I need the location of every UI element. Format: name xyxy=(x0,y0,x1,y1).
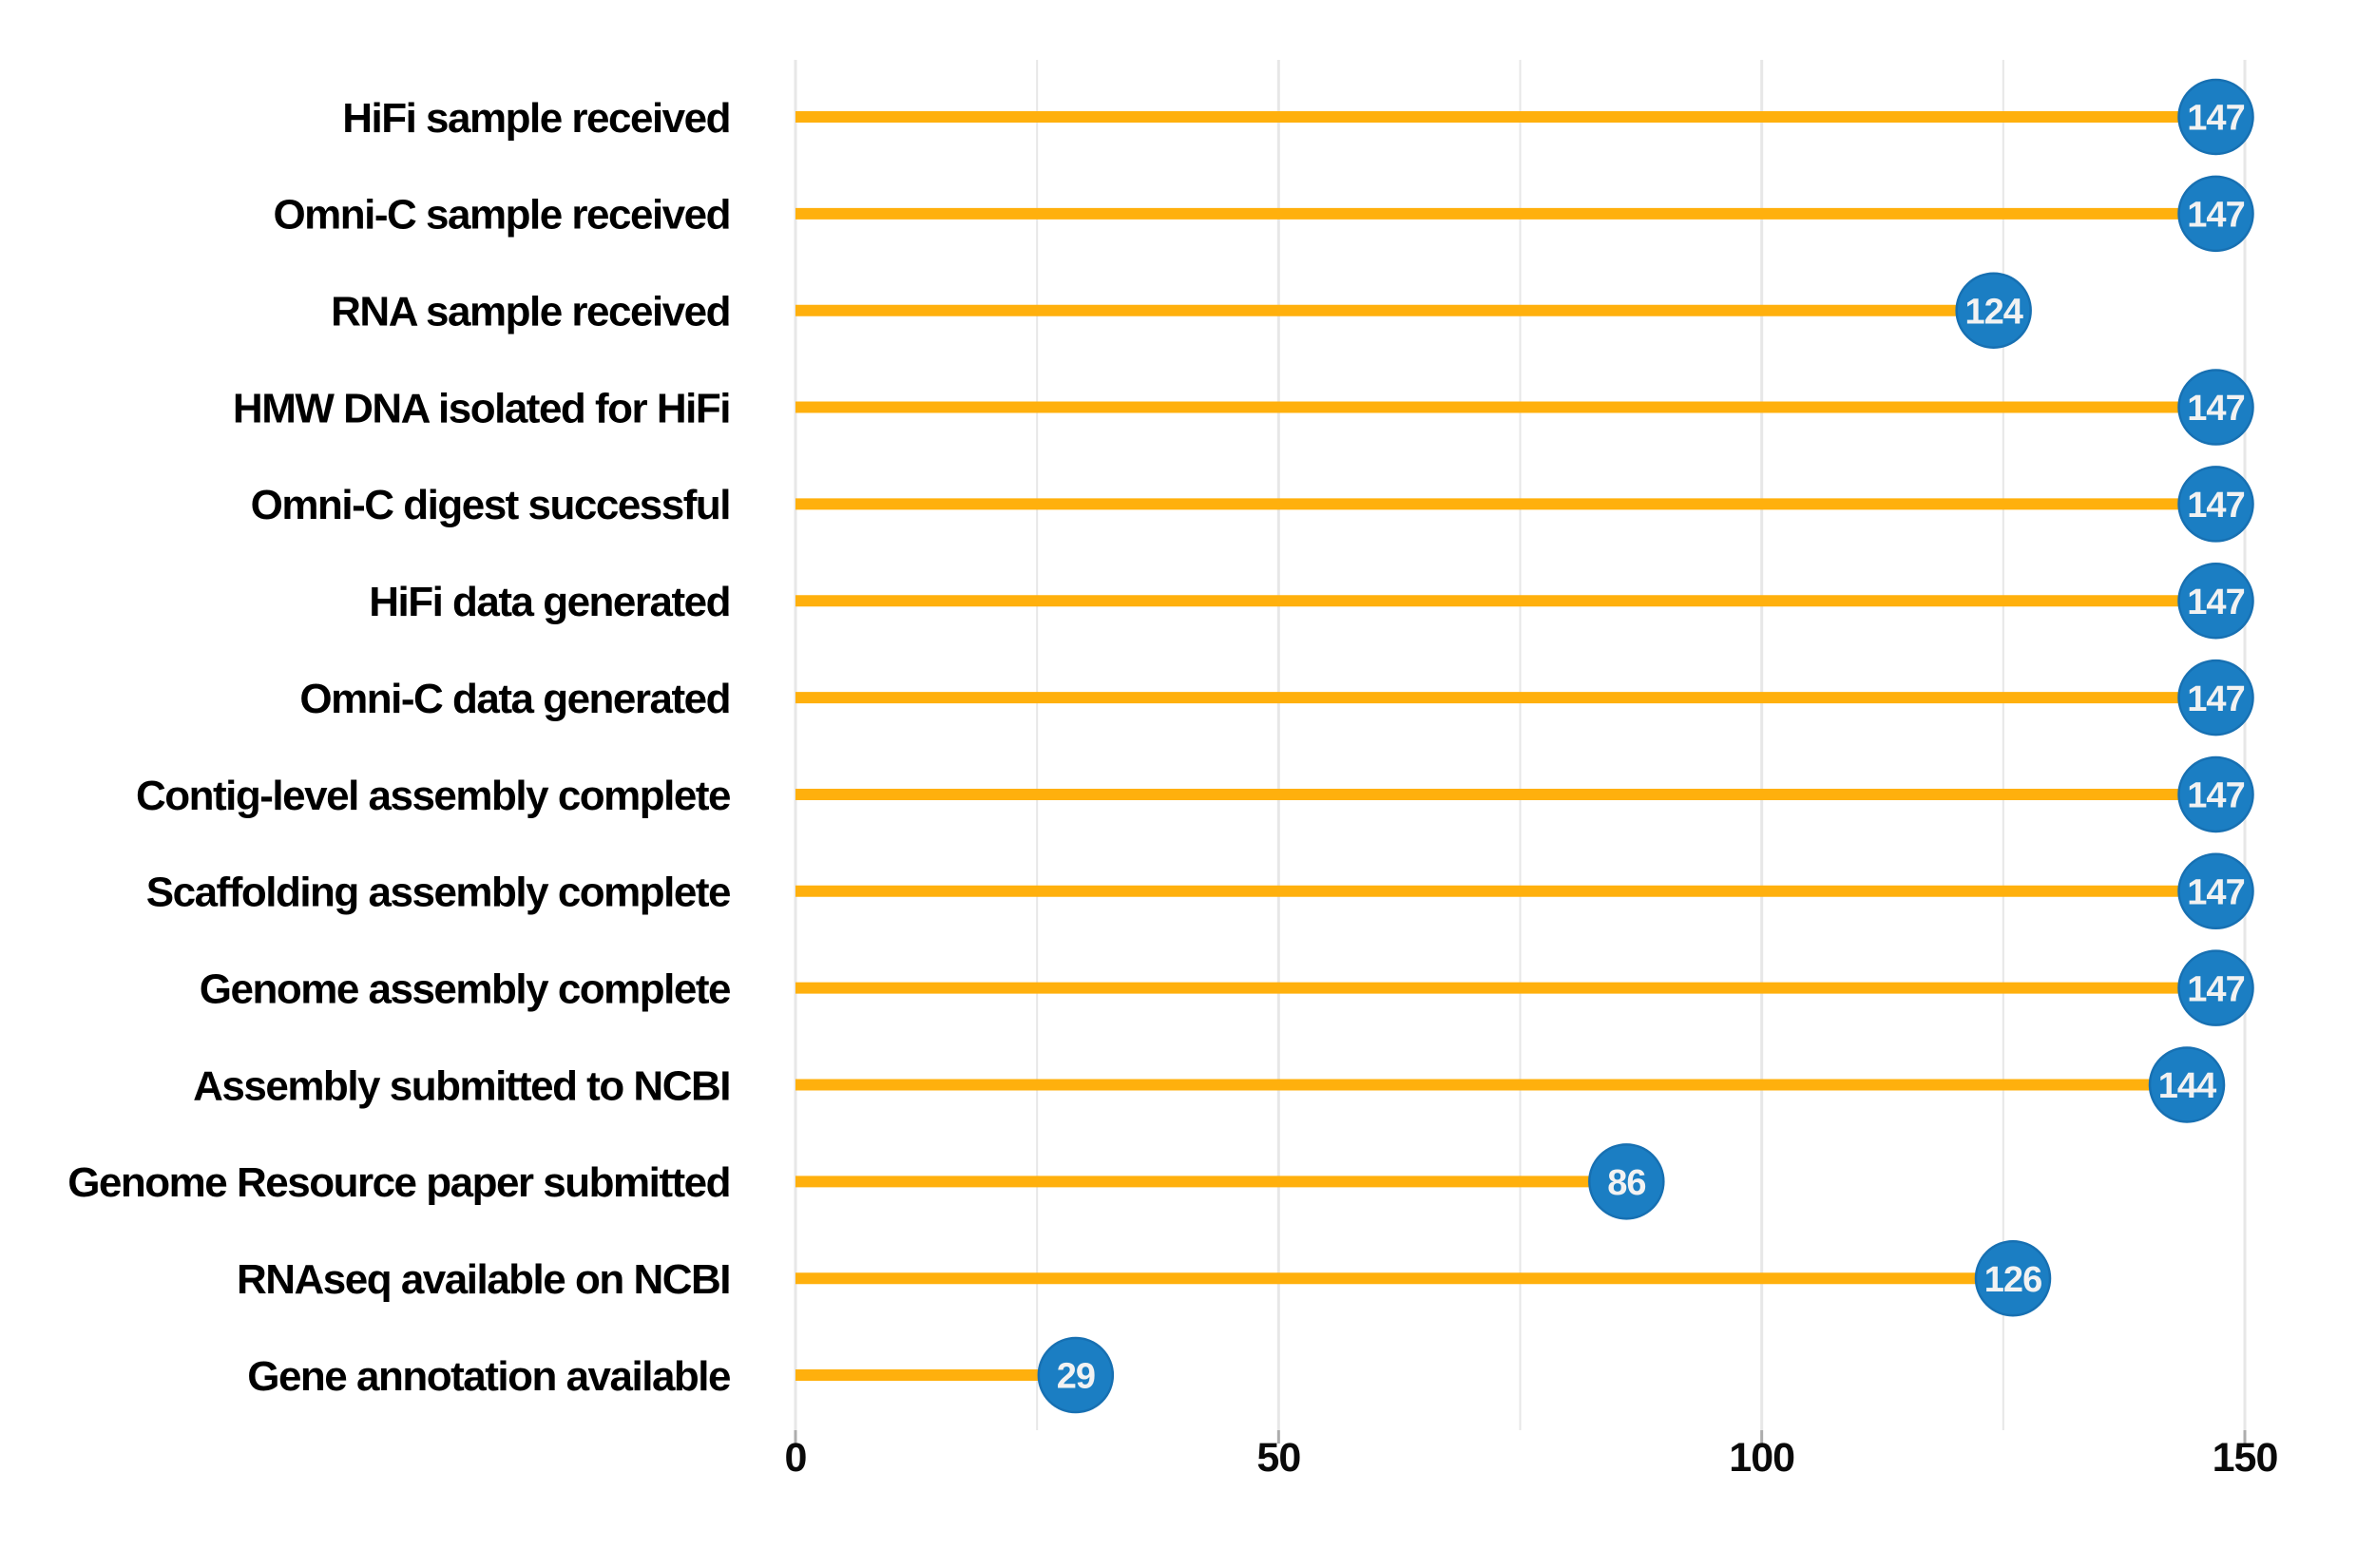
lollipop-marker xyxy=(1955,272,2032,349)
category-label: Scaffolding assembly complete xyxy=(146,870,730,916)
lollipop-marker xyxy=(2177,369,2254,446)
category-label: Omni-C sample received xyxy=(273,192,730,239)
gridlines-group xyxy=(794,60,2247,1430)
lollipop-marker xyxy=(2177,755,2254,833)
category-label: Genome Resource paper submitted xyxy=(67,1159,730,1206)
lollipop-row: 147 Omni-C digest successful xyxy=(251,466,2254,543)
lollipop-row: 147 Contig-level assembly complete xyxy=(136,755,2254,833)
lollipop-row: 147 Omni-C data generated xyxy=(299,659,2254,736)
marker-value-label: 124 xyxy=(1964,292,2022,332)
category-label: HiFi sample received xyxy=(342,95,730,142)
lollipop-row: 147 HiFi data generated xyxy=(369,563,2254,640)
category-label: Omni-C digest successful xyxy=(251,482,730,528)
category-label: Gene annotation available xyxy=(247,1353,730,1400)
lollipop-row: 147 HMW DNA isolated for HiFi xyxy=(233,369,2254,446)
marker-value-label: 147 xyxy=(2187,969,2244,1009)
marker-value-label: 147 xyxy=(2187,679,2244,719)
lollipop-row: 126 RNAseq available on NCBI xyxy=(237,1239,2052,1317)
category-label: Contig-level assembly complete xyxy=(136,773,730,819)
lollipop-marker xyxy=(2177,466,2254,543)
marker-value-label: 147 xyxy=(2187,583,2244,622)
lollipop-marker xyxy=(2177,659,2254,736)
category-label: Genome assembly complete xyxy=(200,966,730,1012)
lollipop-row: 144 Assembly submitted to NCBI xyxy=(193,1046,2226,1123)
marker-value-label: 147 xyxy=(2187,776,2244,816)
lollipop-row: 147 Scaffolding assembly complete xyxy=(146,852,2254,930)
marker-value-label: 147 xyxy=(2187,872,2244,912)
lollipop-marker xyxy=(1037,1336,1115,1414)
lollipop-marker xyxy=(1974,1239,2052,1317)
lollipop-row: 147 Omni-C sample received xyxy=(273,175,2254,253)
marker-value-label: 147 xyxy=(2187,99,2244,139)
axis-ticks-group xyxy=(794,1430,2247,1444)
lollipop-row: 124 RNA sample received xyxy=(331,272,2032,349)
x-tick-label: 0 xyxy=(785,1435,807,1481)
marker-value-label: 147 xyxy=(2187,389,2244,429)
lollipop-marker xyxy=(2177,563,2254,640)
marker-value-label: 126 xyxy=(1984,1260,2041,1300)
lollipop-marker xyxy=(2148,1046,2226,1123)
lollipop-marker xyxy=(2177,78,2254,156)
marker-value-label: 144 xyxy=(2158,1066,2216,1106)
marker-value-label: 147 xyxy=(2187,486,2244,526)
category-label: HiFi data generated xyxy=(369,579,730,625)
x-tick-label: 50 xyxy=(1256,1435,1300,1481)
category-label: Assembly submitted to NCBI xyxy=(193,1062,730,1109)
x-axis-labels-group: 0 50 100 150 xyxy=(785,1435,2279,1481)
lollipop-row: 147 Genome assembly complete xyxy=(200,949,2254,1026)
lollipop-marker xyxy=(1588,1143,1665,1220)
category-label: Omni-C data generated xyxy=(299,676,730,722)
lollipop-row: 147 HiFi sample received xyxy=(342,78,2254,156)
category-label: HMW DNA isolated for HiFi xyxy=(233,385,730,431)
marker-value-label: 147 xyxy=(2187,196,2244,236)
x-tick-label: 100 xyxy=(1729,1435,1794,1481)
category-label: RNA sample received xyxy=(331,289,730,335)
lollipop-marker xyxy=(2177,852,2254,930)
category-label: RNAseq available on NCBI xyxy=(237,1256,730,1303)
marker-value-label: 29 xyxy=(1057,1357,1095,1397)
lollipop-row: 86 Genome Resource paper submitted xyxy=(67,1143,1665,1220)
lollipop-marker xyxy=(2177,175,2254,253)
marker-value-label: 86 xyxy=(1607,1163,1645,1203)
lollipop-marker xyxy=(2177,949,2254,1026)
x-tick-label: 150 xyxy=(2213,1435,2278,1481)
lollipop-row: 29 Gene annotation available xyxy=(247,1336,1115,1414)
